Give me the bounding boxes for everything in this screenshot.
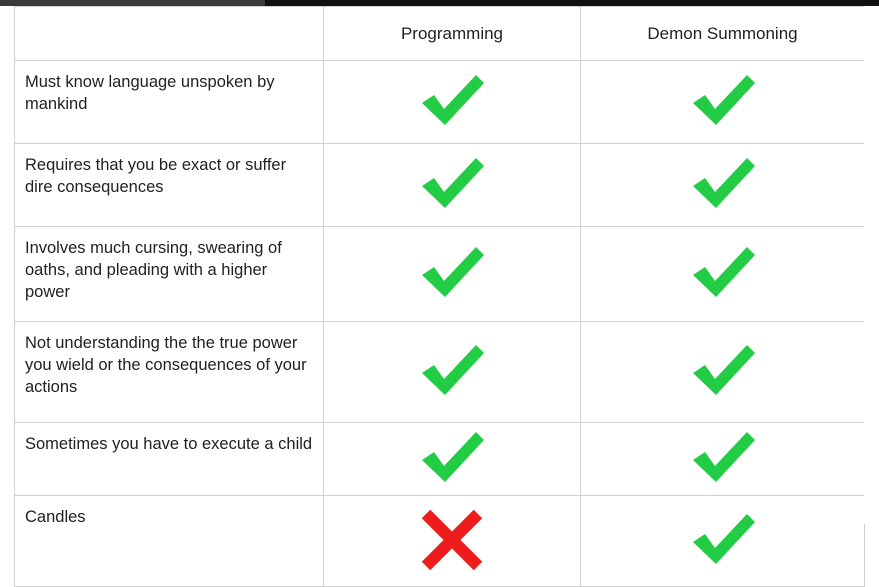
header-row: Programming Demon Summoning [14,6,865,61]
row-label: Requires that you be exact or suffer dir… [14,143,324,227]
check-mark-icon [416,426,488,488]
programming-cell [323,422,581,496]
demon-cell [580,60,865,144]
row-label: Must know language unspoken by mankind [14,60,324,144]
table-row: Sometimes you have to execute a child [14,422,865,496]
programming-cell [323,143,581,227]
check-mark-icon [416,339,488,401]
programming-cell [323,495,581,587]
top-bar-segment [0,0,265,6]
row-label: Involves much cursing, swearing of oaths… [14,226,324,322]
table-row: Candles [14,495,865,587]
comparison-table-container: Programming Demon Summoning Must know la… [14,6,865,587]
demon-cell [580,143,865,227]
table-row: Involves much cursing, swearing of oaths… [14,226,865,322]
programming-cell [323,321,581,423]
check-mark-icon [416,152,488,214]
demon-cell [580,226,865,322]
table-row: Requires that you be exact or suffer dir… [14,143,865,227]
cross-mark-icon [416,508,488,570]
row-label: Not understanding the the true power you… [14,321,324,423]
check-mark-icon [687,508,759,570]
check-mark-icon [416,241,488,303]
programming-cell [323,226,581,322]
right-edge [864,6,879,524]
row-label: Candles [14,495,324,587]
demon-cell [580,495,865,587]
check-mark-icon [416,69,488,131]
header-empty-cell [14,6,324,61]
top-bar [0,0,879,6]
header-demon-summoning: Demon Summoning [580,6,865,61]
check-mark-icon [687,339,759,401]
check-mark-icon [687,426,759,488]
table-row: Not understanding the the true power you… [14,321,865,423]
header-programming: Programming [323,6,581,61]
check-mark-icon [687,152,759,214]
check-mark-icon [687,69,759,131]
table-row: Must know language unspoken by mankind [14,60,865,144]
demon-cell [580,422,865,496]
row-label: Sometimes you have to execute a child [14,422,324,496]
comparison-table: Programming Demon Summoning Must know la… [14,6,865,587]
programming-cell [323,60,581,144]
check-mark-icon [687,241,759,303]
demon-cell [580,321,865,423]
